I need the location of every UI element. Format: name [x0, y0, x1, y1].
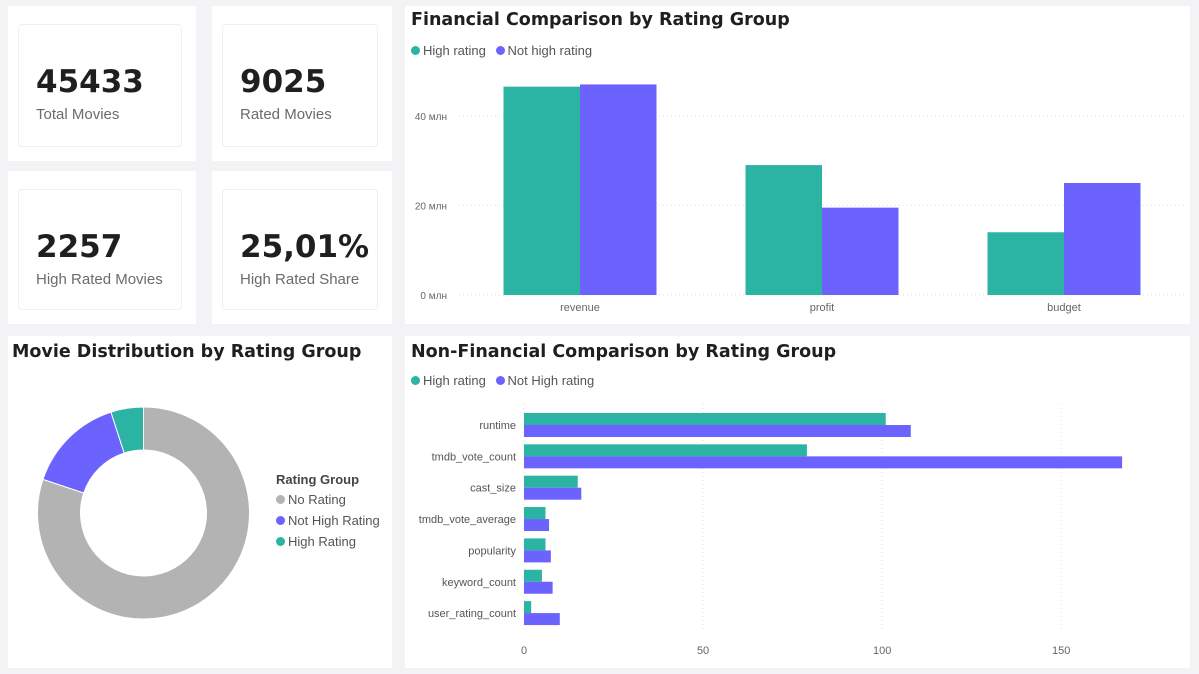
bar-popularity-not-high: [524, 550, 551, 563]
kpi-label: Total Movies: [36, 106, 120, 123]
legend-label: High Rating: [288, 534, 356, 549]
x-tick-label: 150: [1052, 645, 1070, 657]
kpi-card-high-rated-share: 25,01% High Rated Share: [212, 171, 392, 324]
bar-tmdb_vote_count-not-high: [524, 456, 1123, 469]
y-tick-label: runtime: [479, 420, 516, 432]
kpi-card-frame: [222, 189, 378, 310]
nonfinancial-bars: [524, 413, 1123, 626]
x-tick-label: budget: [1047, 302, 1081, 314]
distribution-chart-title: Movie Distribution by Rating Group: [12, 342, 362, 362]
kpi-value: 9025: [240, 64, 327, 100]
y-tick-label: 0 млн: [420, 291, 447, 302]
kpi-card-frame: [18, 24, 182, 147]
financial-bar-chart: 0 млн 20 млн 40 млн revenue profit budget: [415, 84, 1185, 314]
bar-keyword_count-not-high: [524, 581, 553, 594]
y-tick-label: 40 млн: [415, 112, 447, 123]
kpi-card-frame: [18, 189, 182, 310]
x-tick-label: 50: [697, 645, 709, 657]
x-tick-label: profit: [810, 302, 834, 314]
y-tick-label: user_rating_count: [428, 608, 516, 620]
kpi-card-total-movies: 45433 Total Movies: [8, 6, 196, 161]
legend-dot: [411, 376, 420, 386]
legend-label: Not High rating: [507, 373, 595, 388]
bar-tmdb_vote_average-not-high: [524, 519, 550, 532]
y-tick-label: 20 млн: [415, 201, 447, 212]
kpi-value: 25,01%: [240, 229, 370, 265]
bar-profit-high: [745, 165, 822, 295]
legend-item-not-high-rating[interactable]: Not High Rating: [276, 513, 380, 528]
legend-item-high-rating[interactable]: High rating: [411, 43, 486, 58]
nonfinancial-legend: High rating Not High rating: [411, 373, 600, 388]
bar-tmdb_vote_average-high: [524, 507, 546, 520]
legend-item-no-rating[interactable]: No Rating: [276, 492, 380, 507]
kpi-value: 2257: [36, 229, 123, 265]
donut-slices: [37, 406, 250, 620]
bar-runtime-not-high: [524, 425, 911, 437]
kpi-label: High Rated Movies: [36, 271, 163, 288]
legend-item-high-rating[interactable]: High Rating: [276, 534, 380, 549]
bar-profit-not-high: [822, 207, 899, 295]
donut-slice-high-rating: [110, 406, 144, 454]
nonfinancial-chart-panel: Non-Financial Comparison by Rating Group…: [405, 336, 1190, 668]
bar-tmdb_vote_count-high: [524, 444, 807, 457]
legend-dot: [495, 376, 505, 386]
financial-x-axis: revenue profit budget: [560, 302, 1081, 314]
bar-runtime-high: [524, 413, 886, 425]
kpi-card-frame: [222, 24, 378, 147]
distribution-donut-chart: [37, 406, 250, 620]
distribution-legend: Rating Group No Rating Not High Rating H…: [276, 472, 380, 555]
x-tick-label: 0: [521, 645, 527, 657]
donut-slice-no-rating: [37, 406, 250, 620]
bar-cast_size-not-high: [524, 487, 582, 500]
legend-dot: [276, 495, 285, 504]
kpi-card-high-rated-movies: 2257 High Rated Movies: [8, 171, 196, 324]
legend-label: Not High Rating: [288, 513, 380, 528]
nonfinancial-bar-chart: runtime tmdb_vote_count cast_size tmdb_vote…: [419, 404, 1123, 657]
bar-budget-high: [987, 232, 1064, 295]
legend-dot: [495, 46, 505, 56]
y-tick-label: tmdb_vote_count: [432, 451, 516, 463]
financial-chart-title: Financial Comparison by Rating Group: [411, 10, 790, 30]
financial-bars: [503, 84, 1141, 296]
bar-popularity-high: [524, 538, 546, 551]
y-tick-label: popularity: [468, 545, 516, 557]
legend-label: High rating: [423, 373, 486, 388]
nonfinancial-x-axis: 0 50 100 150: [521, 645, 1070, 657]
bar-user_rating_count-not-high: [524, 613, 560, 626]
kpi-label: Rated Movies: [240, 106, 332, 123]
kpi-label: High Rated Share: [240, 271, 360, 288]
legend-dot: [276, 516, 285, 525]
financial-legend: High rating Not high rating: [411, 43, 598, 58]
legend-label: High rating: [423, 43, 486, 58]
legend-title: Rating Group: [276, 472, 360, 487]
legend-item-high-rating[interactable]: High rating: [411, 373, 486, 388]
bar-cast_size-high: [524, 475, 578, 488]
nonfinancial-y-axis: runtime tmdb_vote_count cast_size tmdb_vote…: [419, 420, 517, 620]
y-tick-label: tmdb_vote_average: [419, 514, 516, 526]
bar-user_rating_count-high: [524, 601, 532, 614]
bar-revenue-not-high: [580, 84, 657, 295]
y-tick-label: cast_size: [470, 483, 516, 495]
x-tick-label: revenue: [560, 302, 600, 314]
legend-dot: [276, 537, 285, 546]
x-tick-label: 100: [873, 645, 891, 657]
legend-item-not-high-rating[interactable]: Not high rating: [495, 43, 593, 58]
y-tick-label: keyword_count: [442, 577, 516, 589]
kpi-card-rated-movies: 9025 Rated Movies: [212, 6, 392, 161]
bar-budget-not-high: [1064, 183, 1141, 295]
bar-keyword_count-high: [524, 569, 542, 582]
bar-revenue-high: [503, 86, 580, 296]
legend-item-not-high-rating[interactable]: Not High rating: [495, 373, 595, 388]
financial-y-axis: 0 млн 20 млн 40 млн: [415, 112, 447, 302]
legend-dot: [411, 46, 420, 56]
donut-slice-not-high-rating: [42, 411, 125, 494]
legend-label: Not high rating: [507, 43, 593, 58]
legend-label: No Rating: [288, 492, 346, 507]
nonfinancial-grid: [523, 404, 1062, 632]
kpi-value: 45433: [36, 64, 144, 100]
nonfinancial-chart-title: Non-Financial Comparison by Rating Group: [411, 342, 837, 362]
